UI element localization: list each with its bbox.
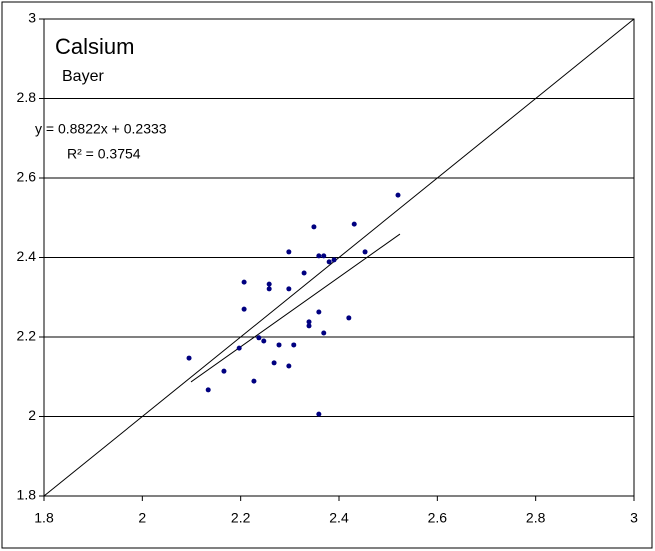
data-point bbox=[316, 411, 322, 417]
y-tick-label: 2.4 bbox=[17, 248, 37, 264]
y-tick-label: 2.8 bbox=[17, 89, 37, 105]
data-point bbox=[301, 270, 307, 276]
equation: y = 0.8822x + 0.2333 bbox=[35, 121, 167, 137]
data-point bbox=[261, 338, 267, 344]
chart-title: Calsium bbox=[55, 34, 134, 59]
data-point bbox=[271, 360, 277, 366]
x-tick-label: 2.8 bbox=[526, 510, 546, 526]
data-point bbox=[266, 286, 272, 292]
data-point bbox=[362, 249, 368, 255]
data-point bbox=[321, 253, 327, 259]
r-squared: R² = 0.3754 bbox=[67, 146, 141, 162]
x-tick-label: 2.6 bbox=[428, 510, 448, 526]
data-point bbox=[236, 345, 242, 351]
identity-line bbox=[43, 18, 635, 497]
data-point bbox=[286, 286, 292, 292]
chart-subtitle: Bayer bbox=[62, 68, 104, 85]
x-tick-label: 3 bbox=[630, 510, 638, 526]
data-point bbox=[276, 342, 282, 348]
data-point bbox=[395, 192, 401, 198]
data-point bbox=[306, 323, 312, 329]
data-point bbox=[346, 315, 352, 321]
data-point bbox=[316, 253, 322, 259]
data-point bbox=[326, 259, 332, 265]
data-point bbox=[291, 342, 297, 348]
x-tick-label: 2.2 bbox=[231, 510, 251, 526]
data-point bbox=[321, 330, 327, 336]
y-tick-label: 1.8 bbox=[17, 487, 37, 503]
data-point bbox=[221, 368, 227, 374]
data-point bbox=[256, 335, 262, 341]
y-tick-label: 2 bbox=[28, 407, 36, 423]
data-point bbox=[316, 309, 322, 315]
trendline bbox=[190, 233, 401, 383]
data-point bbox=[286, 363, 292, 369]
data-point bbox=[186, 355, 192, 361]
data-point bbox=[241, 279, 247, 285]
data-point bbox=[286, 249, 292, 255]
data-point bbox=[311, 224, 317, 230]
y-tick-label: 2.6 bbox=[17, 169, 37, 185]
data-point bbox=[266, 281, 272, 287]
data-point bbox=[251, 378, 257, 384]
data-point bbox=[241, 306, 247, 312]
data-point bbox=[306, 319, 312, 325]
x-tick-label: 2 bbox=[138, 510, 146, 526]
data-point bbox=[331, 257, 337, 263]
x-tick-label: 2.4 bbox=[329, 510, 349, 526]
x-tick-label: 1.8 bbox=[34, 510, 54, 526]
data-point bbox=[205, 387, 211, 393]
y-tick-label: 2.2 bbox=[17, 328, 37, 344]
y-tick-label: 3 bbox=[28, 10, 36, 26]
data-point bbox=[351, 221, 357, 227]
